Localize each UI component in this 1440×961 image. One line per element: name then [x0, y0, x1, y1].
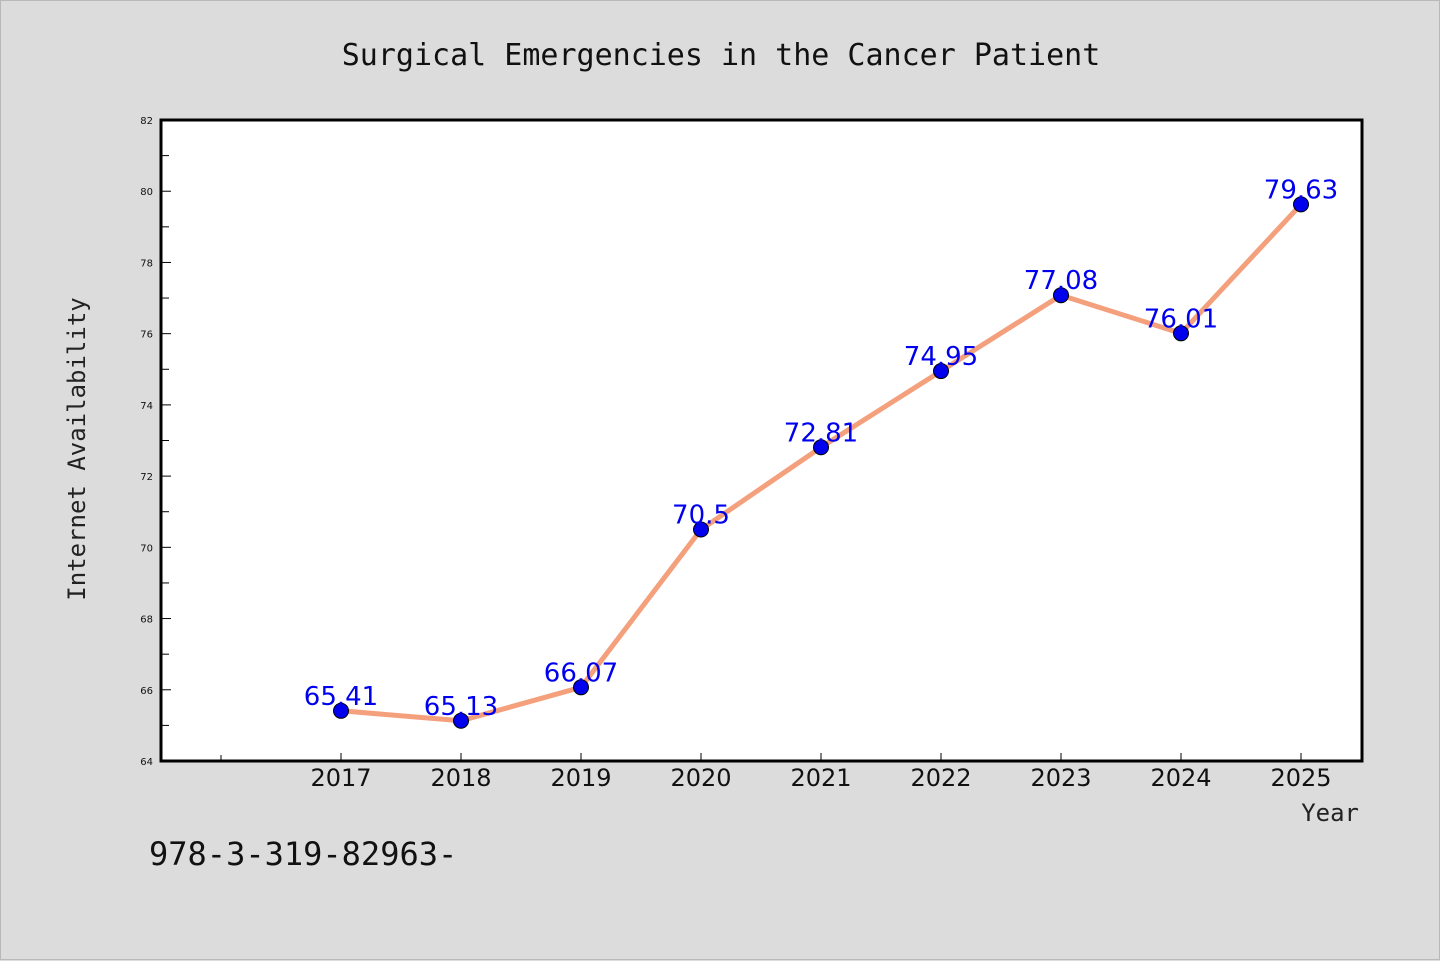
plot-area	[159, 118, 1364, 763]
x-tick-label: 2022	[910, 764, 971, 792]
data-point	[1053, 287, 1069, 304]
y-tick-label: 76	[140, 330, 153, 341]
y-tick-label: 66	[140, 686, 153, 697]
x-tick-label: 2023	[1030, 764, 1091, 792]
y-tick-label: 68	[140, 615, 153, 626]
data-point	[333, 702, 349, 719]
x-tick-label: 2017	[310, 764, 371, 792]
data-labels: 65.41 65.13 66.07 70.5 72.81 74.95 77.08 76.01 7…	[304, 175, 1338, 721]
x-tick-label: 2020	[670, 764, 731, 792]
data-label: 77.08	[1024, 266, 1098, 296]
x-tick-label: 2025	[1270, 764, 1331, 792]
data-point	[573, 679, 589, 696]
y-tick-label: 74	[140, 401, 153, 412]
data-label: 66.07	[544, 658, 618, 688]
data-point	[1173, 325, 1189, 342]
y-axis: 64 66 68 70 72 74 76 78 80 82	[140, 116, 171, 768]
series-group	[333, 196, 1309, 729]
data-label: 72.81	[784, 418, 858, 448]
x-axis: 2017 2018 2019 2020 2021 2022 2023 2024 2025	[220, 753, 1332, 792]
data-point	[813, 439, 829, 456]
data-label: 76.01	[1144, 304, 1218, 334]
x-axis-label: Year	[1301, 799, 1359, 827]
y-tick-label: 80	[140, 187, 153, 198]
data-label: 65.13	[424, 692, 498, 722]
data-label: 70.5	[672, 501, 730, 531]
isbn-text: 978-3-319-82963-	[149, 835, 457, 873]
data-point	[933, 363, 949, 380]
x-tick-label: 2019	[550, 764, 611, 792]
x-tick-label: 2018	[430, 764, 491, 792]
y-tick-label: 70	[140, 543, 153, 554]
x-tick-label: 2024	[1150, 764, 1211, 792]
y-tick-label: 72	[140, 472, 153, 483]
data-point	[693, 521, 709, 538]
data-label: 65.41	[304, 682, 378, 712]
y-axis-label: Internet Availability	[63, 297, 91, 600]
x-tick-label: 2021	[790, 764, 851, 792]
y-tick-label: 64	[140, 757, 153, 768]
chart-title: Surgical Emergencies in the Cancer Patie…	[342, 38, 1101, 73]
y-tick-label: 78	[140, 258, 153, 269]
data-point	[1293, 196, 1309, 213]
y-tick-label: 82	[140, 116, 153, 127]
data-point	[453, 712, 469, 729]
data-label: 74.95	[904, 342, 978, 372]
data-label: 79.63	[1264, 175, 1338, 205]
